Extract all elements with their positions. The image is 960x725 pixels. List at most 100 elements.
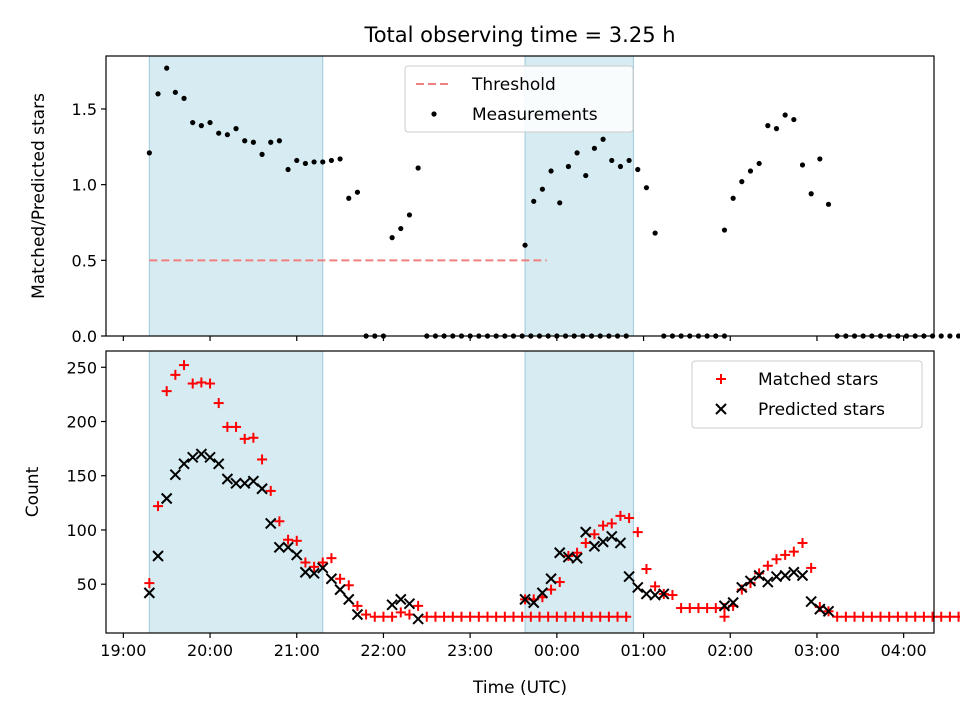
predicted-stars-point (204, 451, 216, 463)
measurements-point (285, 166, 291, 173)
predicted-stars-point (554, 547, 566, 559)
matched-stars-point (395, 607, 406, 618)
predicted-stars-point (519, 593, 531, 606)
legend-top: Threshold Measurements (404, 65, 634, 133)
legend-matched-swatch (716, 374, 726, 384)
matched-stars-point (551, 611, 562, 622)
legend-predicted-label: Predicted stars (758, 400, 885, 420)
matched-stars-point (892, 611, 903, 622)
matched-stars-point (144, 578, 155, 589)
shaded-interval-1 (148, 350, 324, 634)
measurements-point (574, 150, 580, 156)
matched-stars-point (473, 611, 484, 622)
matched-stars-point (858, 611, 869, 622)
y-tick-label: 1.0 (72, 176, 97, 195)
measurements-point (765, 123, 771, 129)
legend-predicted-swatch (715, 403, 727, 415)
measurements-point (268, 139, 274, 145)
matched-stars-point (910, 611, 921, 622)
matched-stars-point (317, 557, 328, 568)
matched-stars-point (849, 611, 860, 622)
matched-stars-point (274, 516, 285, 527)
measurements-point (389, 235, 395, 241)
matched-stars-point (624, 513, 635, 524)
predicted-stars-point (230, 477, 242, 490)
y-tick-label: 1.5 (72, 100, 97, 119)
legend-threshold-label: Threshold (471, 75, 556, 95)
matched-stars-point (667, 590, 678, 601)
legend-frame (691, 360, 923, 429)
measurements-point (406, 212, 413, 218)
predicted-stars-point (169, 468, 182, 481)
measurements-point (799, 162, 806, 168)
predicted-stars-point (779, 569, 791, 582)
matched-stars-point (719, 611, 730, 622)
matched-stars-point (840, 611, 851, 622)
predicted-stars-point (273, 541, 286, 554)
measurements-point (825, 201, 832, 207)
matched-stars-point (577, 611, 588, 622)
matched-stars-point (491, 611, 502, 622)
measurements-point (294, 157, 300, 164)
matched-stars-point (606, 518, 617, 529)
predicted-stars-point (614, 537, 627, 549)
measurements-point (415, 165, 421, 171)
matched-stars-point (283, 534, 294, 545)
predicted-stars-point (186, 451, 199, 463)
measurements-point (276, 138, 283, 144)
matched-stars-point (335, 573, 346, 584)
matched-stars-point (248, 432, 259, 443)
matched-stars-point (710, 603, 721, 614)
matched-stars-point (170, 369, 181, 380)
measurements-point (747, 168, 754, 174)
measurements-point (311, 159, 317, 165)
measurements-point (548, 168, 554, 174)
predicted-stars-point (528, 596, 540, 609)
y-tick-label: 50 (77, 575, 97, 594)
matched-stars-point (543, 611, 554, 622)
shaded-interval-1 (148, 55, 324, 337)
measurements-point (591, 145, 598, 151)
predicted-stars-point (265, 517, 277, 530)
measurements-point (782, 112, 788, 118)
matched-stars-point (421, 611, 432, 622)
measurements-point (328, 157, 335, 164)
measurements-point (216, 130, 222, 136)
predicted-stars-point (736, 581, 748, 594)
matched-stars-point (953, 611, 960, 622)
legend-frame (404, 65, 634, 133)
matched-stars-point (309, 561, 320, 572)
predicted-stars-point (762, 576, 774, 588)
predicted-stars-point (334, 583, 346, 596)
matched-stars-point (788, 546, 799, 557)
x-axis-label: Time (UTC) (472, 678, 567, 698)
predicted-stars-point (597, 536, 609, 548)
measurements-point (155, 91, 161, 97)
predicted-stars-point (386, 599, 398, 611)
matched-stars-point (499, 611, 510, 622)
matched-stars-point (901, 611, 912, 622)
measurements-point (531, 198, 537, 204)
x-tick-label: 00:00 (534, 641, 580, 660)
matched-stars-point (918, 611, 929, 622)
matched-stars-point (884, 611, 895, 622)
measurements-point (207, 119, 213, 126)
matched-stars-point (300, 557, 311, 568)
predicted-stars-point (536, 587, 549, 599)
measurements-point (242, 138, 248, 144)
matched-stars-point (650, 581, 661, 592)
matched-stars-point (832, 611, 843, 622)
measurements-point (565, 163, 572, 170)
matched-stars-point (508, 611, 519, 622)
matched-stars-point (361, 609, 372, 620)
predicted-stars-point (317, 562, 329, 574)
matched-stars-point (231, 421, 242, 432)
matched-stars-point (554, 577, 565, 588)
matched-stars-point (797, 537, 808, 548)
measurements-point (955, 333, 960, 339)
measurements-point (938, 333, 944, 339)
predicted-stars-point (658, 588, 670, 600)
predicted-stars-point (195, 448, 208, 460)
measurements-point (739, 179, 745, 185)
